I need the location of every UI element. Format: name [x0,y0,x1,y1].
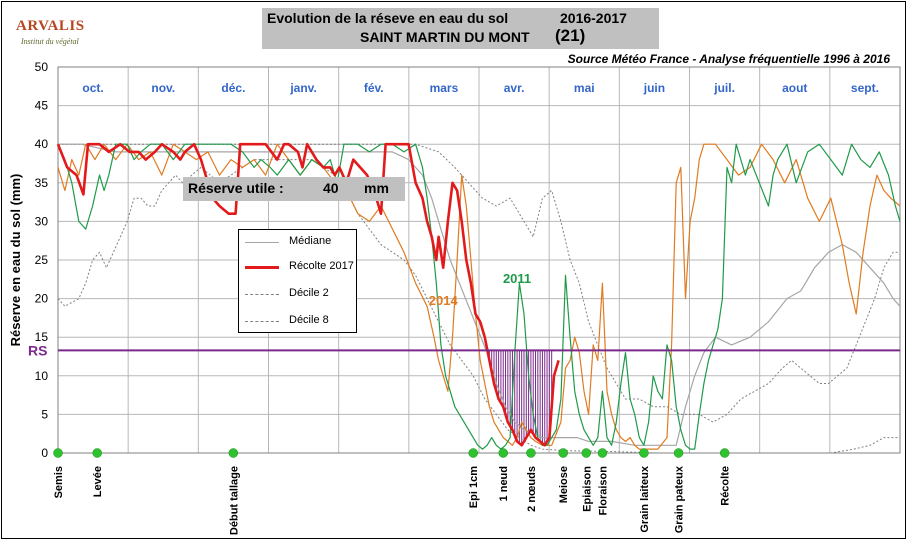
legend-item-decile-8: Décile 8 [245,314,355,328]
stage-dot [498,448,508,458]
series-m-diane [58,143,901,446]
reserve-utile-unit: mm [364,180,389,196]
stage-dot [228,448,239,458]
month-label: sept. [851,81,879,95]
y-tick-label: 10 [35,369,49,383]
chart-title: Evolution de la réseve en eau du sol [267,10,509,26]
stage-label: Meiose [558,466,570,503]
chart-season: 2016-2017 [560,10,627,26]
legend: Médiane Récolte 2017 Décile 2 Décile 8 [238,229,357,333]
month-label: nov. [151,81,175,95]
stage-dot [526,448,536,458]
y-tick-label: 25 [35,253,49,267]
rs-label: RS [28,342,47,358]
stage-dot [53,448,63,458]
legend-item-recolte: Récolte 2017 [245,260,355,274]
legend-swatch-recolte [245,266,279,269]
stage-dot [581,448,592,458]
month-label: avr. [504,81,525,95]
series-2014 [57,143,901,450]
stage-label: 2 nœuds [526,466,538,512]
stage-label: Grain laiteux [639,465,651,533]
y-tick-label: 5 [41,407,48,421]
stage-label: Semis [53,466,65,498]
plot-area [57,66,901,454]
y-tick-label: 20 [35,292,49,306]
y-tick-label: 35 [35,176,49,190]
stage-dot [558,448,568,458]
y-tick-label: 45 [35,99,49,113]
arvalis-logo: ARVALIS Institut du végétal [16,18,88,52]
month-label: déc. [221,81,245,95]
chart-source: Source Météo France - Analyse fréquentie… [567,52,890,66]
axes: 0 5 10 15 20 25 30 35 40 45 50 oct. nov. déc. janv. fév… [8,60,901,460]
stage-dot [597,448,608,458]
logo-word: ARVALIS [16,18,85,34]
chart-department: (21) [555,26,586,45]
stage-dot [719,448,730,458]
stage-label: Epi 1cm [468,466,480,508]
legend-swatch-decile-8 [245,321,279,322]
stage-label: Epiaison [581,466,593,512]
title-box: Evolution de la réseve en eau du sol 201… [262,8,659,49]
stage-label: Grain pateux [674,465,686,533]
annotation-2011: 2011 [503,271,531,286]
month-label: fév. [364,81,384,95]
legend-swatch-mediane [245,242,279,243]
stage-label: Début tallage [228,466,240,535]
month-label: mai [574,81,595,95]
month-label: juin [643,81,665,95]
y-tick-label: 15 [35,330,49,344]
stage-label: Récolte [720,466,732,506]
month-label: juil. [713,81,735,95]
y-tick-label: 30 [35,214,49,228]
stage-dot [92,448,102,458]
labels: RS 2014 2011 [28,271,531,358]
month-label: oct. [82,81,103,95]
y-axis-label: Réserve en eau du sol (mm) [8,174,23,347]
series-r-colte-2017 [56,142,560,447]
month-label: janv. [289,81,316,95]
stage-dot [673,448,684,458]
month-label: mars [430,81,459,95]
stage-dot [468,448,478,458]
month-label: aout [782,81,807,95]
stage-label: 1 neud [498,466,510,501]
legend-swatch-decile-2 [245,294,279,295]
stage-label: Levée [92,466,104,497]
series-2011 [57,143,901,450]
y-tick-label: 40 [35,137,49,151]
grid [58,66,900,453]
logo-tagline: Institut du végétal [21,37,79,46]
stages: Semis Levée Début tallage Epi 1cm 1 neud 2 nœ… [53,448,732,535]
legend-item-decile-2: Décile 2 [245,287,355,301]
series [56,142,901,454]
stage-dot [639,448,649,458]
legend-label-mediane: Médiane [289,235,332,247]
stage-label: Floraison [597,466,609,516]
chart-location: SAINT MARTIN DU MONT [360,29,530,45]
annotation-2014: 2014 [429,293,459,308]
reserve-utile-label: Réserve utile : [188,180,284,196]
y-tick-label: 0 [41,446,48,460]
legend-label-recolte: Récolte 2017 [289,260,354,272]
legend-label-decile-8: Décile 8 [289,314,329,326]
legend-item-mediane: Médiane [245,235,355,249]
series-d-cile-8 [58,143,900,423]
y-tick-label: 50 [35,60,49,74]
reserve-utile-box: Réserve utile : 40 mm [183,177,405,201]
reserve-utile-value: 40 [323,180,339,196]
legend-label-decile-2: Décile 2 [289,287,329,299]
